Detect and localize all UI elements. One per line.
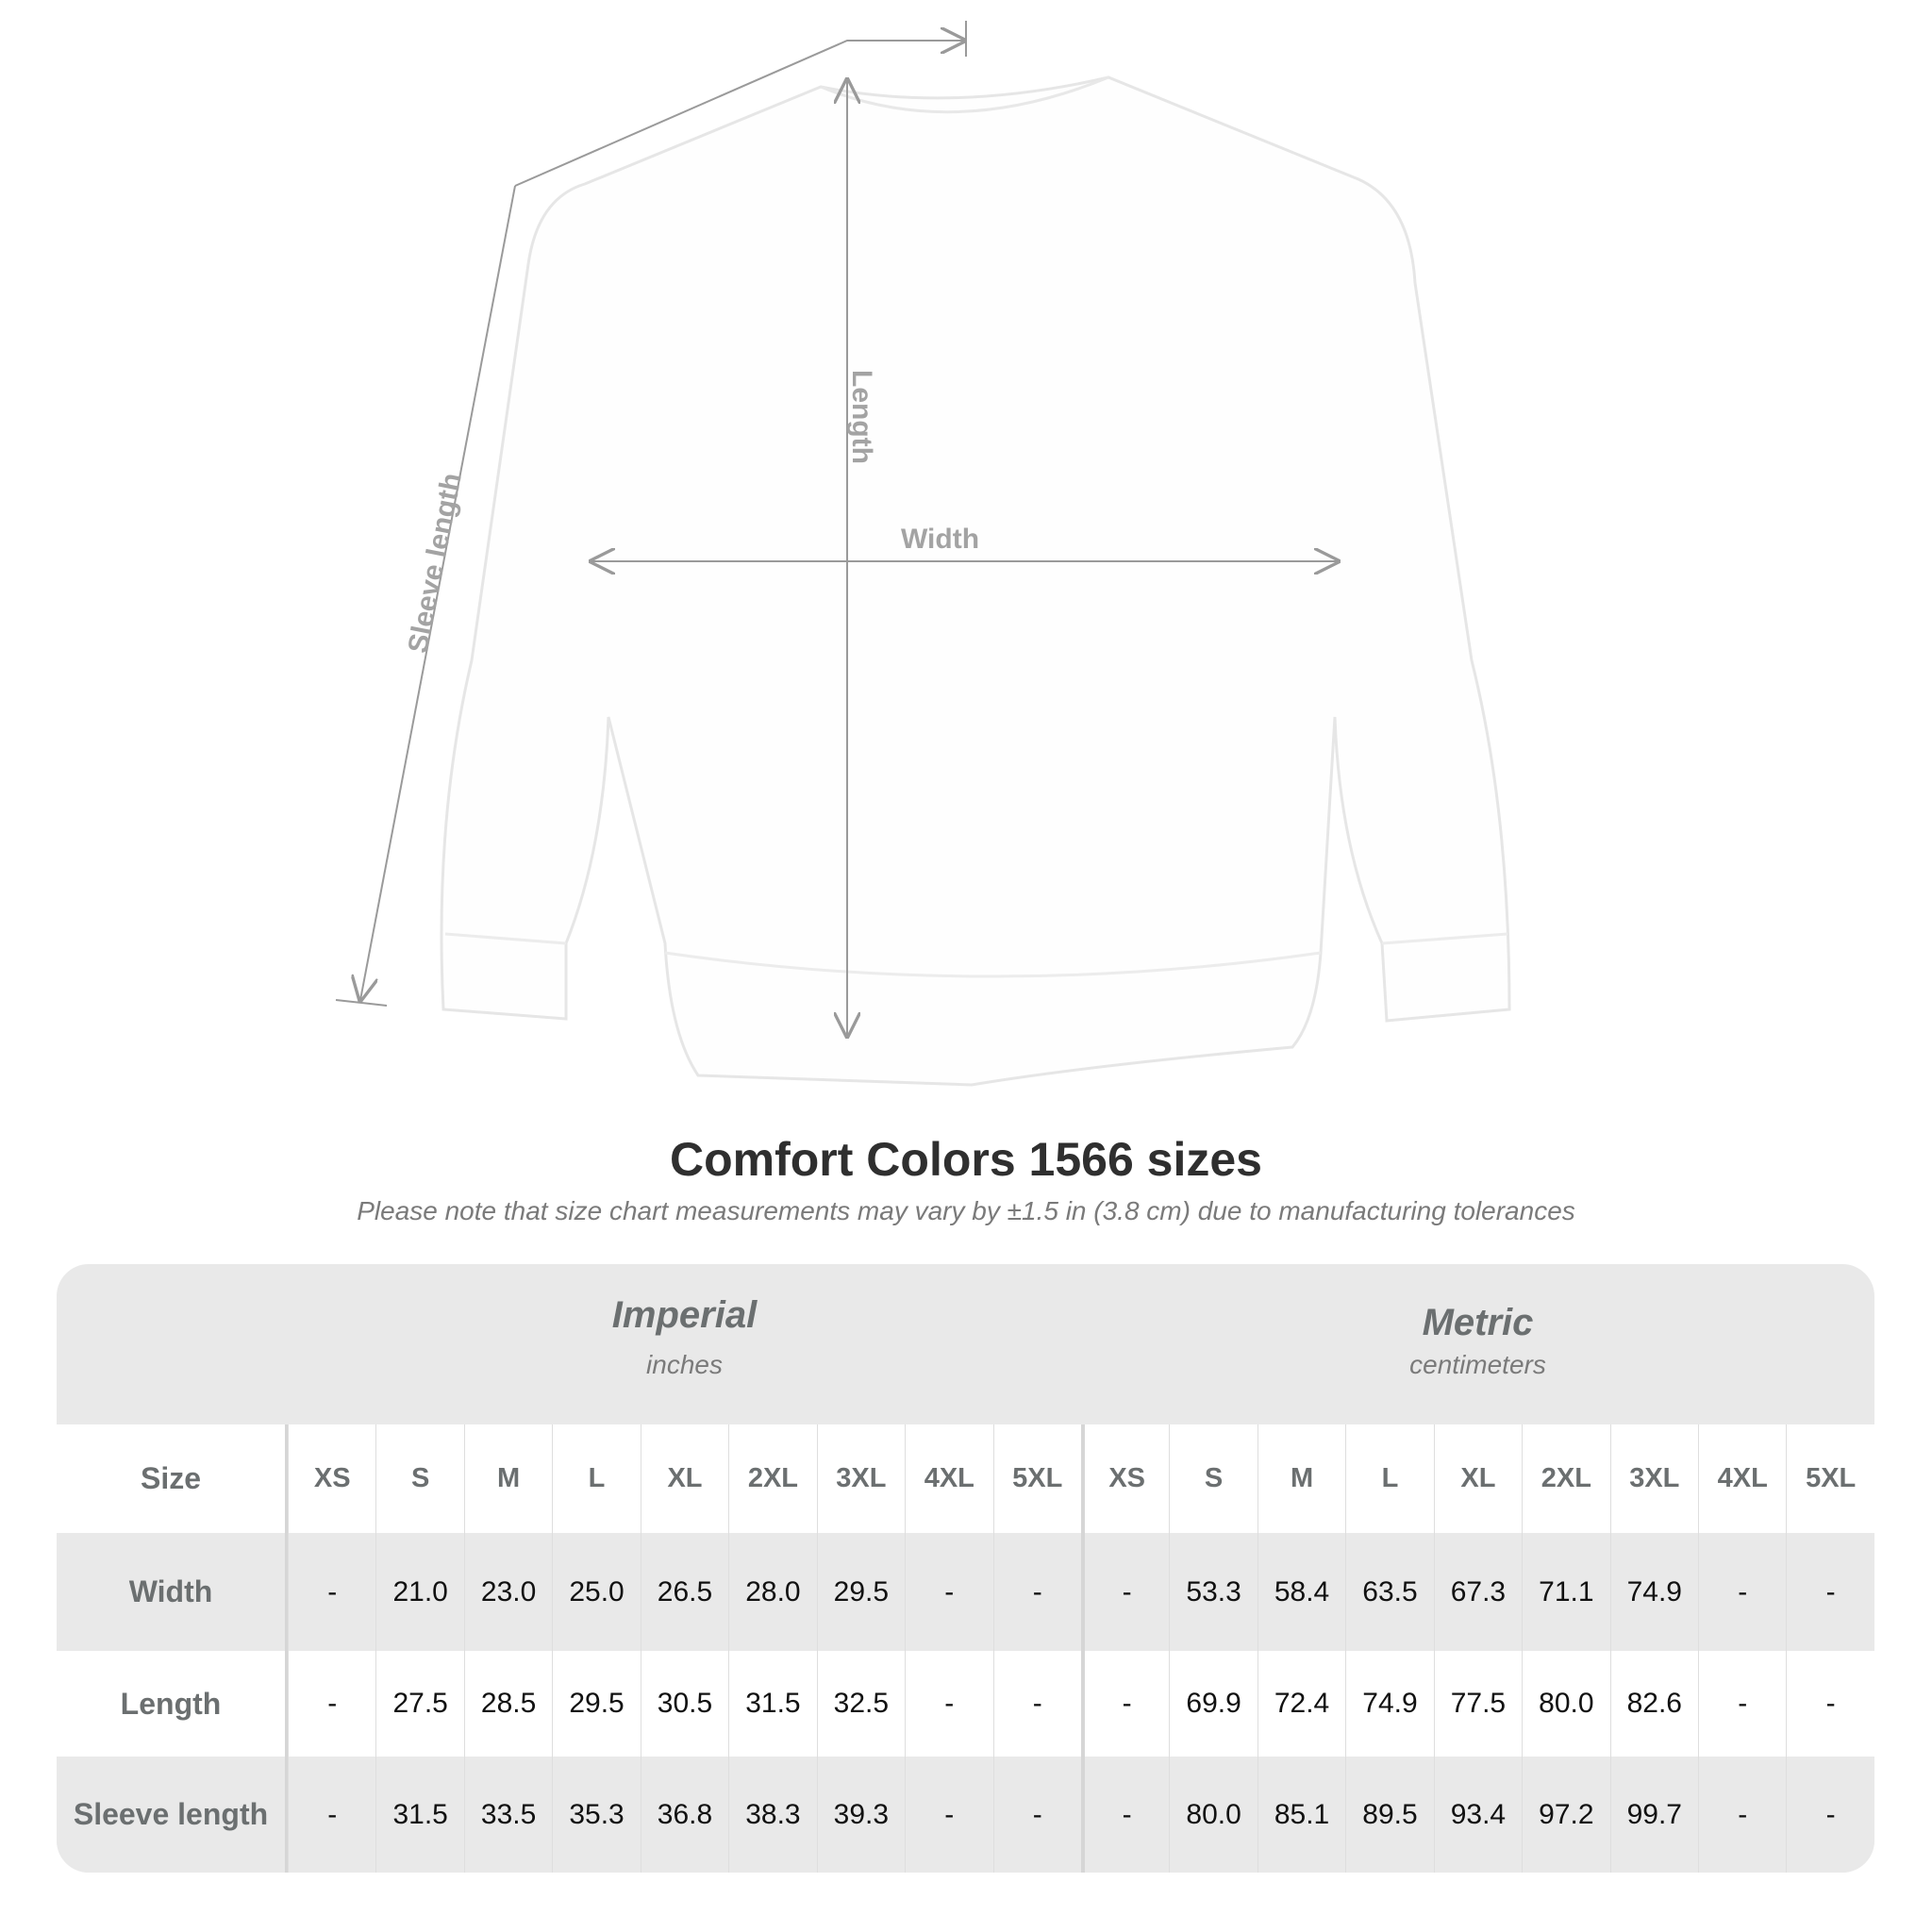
imperial-size-s: S	[375, 1424, 463, 1533]
metric-value-cell: 63.5	[1345, 1533, 1433, 1651]
imperial-value-cell: 29.5	[816, 1533, 905, 1651]
table-row-width: Width -21.0 23.0 25.0 26.5 28.0 29.5- - -53.3 58.…	[57, 1533, 1874, 1651]
imperial-title: Imperial	[611, 1294, 758, 1336]
row-label: Width	[57, 1533, 288, 1651]
imperial-value-cell: 35.3	[552, 1757, 640, 1873]
imperial-value-cell: 33.5	[463, 1757, 552, 1873]
imperial-value-cell: -	[992, 1533, 1081, 1651]
metric-value-cell: 69.9	[1169, 1651, 1257, 1757]
metric-value-cell: 58.4	[1257, 1533, 1345, 1651]
row-label: Sleeve length	[57, 1757, 288, 1873]
imperial-value-cell: -	[288, 1651, 375, 1757]
imperial-unit: inches	[646, 1350, 723, 1379]
imperial-value-cell: -	[992, 1651, 1081, 1757]
metric-size-m: M	[1257, 1424, 1345, 1533]
imperial-size-4xl: 4XL	[905, 1424, 992, 1533]
metric-size-xl: XL	[1433, 1424, 1522, 1533]
table-row-sleeve-length: Sleeve length -31.5 33.5 35.3 36.8 38.3 39.3- -…	[57, 1757, 1874, 1873]
imperial-value-cell: -	[992, 1757, 1081, 1873]
metric-value-cell: -	[1698, 1533, 1786, 1651]
imperial-value-cell: -	[905, 1757, 992, 1873]
metric-value-cell: 80.0	[1169, 1757, 1257, 1873]
metric-value-cell: 67.3	[1433, 1533, 1522, 1651]
imperial-value-cell: 23.0	[463, 1533, 552, 1651]
imperial-size-xl: XL	[640, 1424, 728, 1533]
metric-value-cell: 53.3	[1169, 1533, 1257, 1651]
metric-size-xs: XS	[1080, 1424, 1169, 1533]
metric-value-cell: -	[1786, 1757, 1874, 1873]
metric-value-cell: 89.5	[1345, 1757, 1433, 1873]
imperial-value-cell: -	[905, 1533, 992, 1651]
imperial-size-l: L	[552, 1424, 640, 1533]
page-title: Comfort Colors 1566 sizes	[670, 1133, 1262, 1186]
imperial-value-cell: -	[288, 1757, 375, 1873]
imperial-value-cell: 36.8	[640, 1757, 728, 1873]
imperial-size-2xl: 2XL	[728, 1424, 816, 1533]
imperial-value-cell: 25.0	[552, 1533, 640, 1651]
metric-title: Metric	[1422, 1302, 1534, 1343]
metric-value-cell: 97.2	[1522, 1757, 1609, 1873]
metric-value-cell: -	[1786, 1651, 1874, 1757]
metric-unit: centimeters	[1409, 1350, 1546, 1379]
metric-value-cell: -	[1080, 1533, 1169, 1651]
sweatshirt-diagram	[335, 21, 1511, 1087]
imperial-size-xs: XS	[288, 1424, 375, 1533]
metric-value-cell: -	[1080, 1757, 1169, 1873]
imperial-size-3xl: 3XL	[816, 1424, 905, 1533]
metric-value-cell: 99.7	[1609, 1757, 1698, 1873]
metric-value-cell: 74.9	[1609, 1533, 1698, 1651]
metric-value-cell: 77.5	[1433, 1651, 1522, 1757]
metric-value-cell: 71.1	[1522, 1533, 1609, 1651]
metric-size-3xl: 3XL	[1609, 1424, 1698, 1533]
imperial-value-cell: 28.5	[463, 1651, 552, 1757]
metric-header: Metric centimeters	[1081, 1264, 1874, 1424]
metric-size-s: S	[1169, 1424, 1257, 1533]
imperial-value-cell: -	[288, 1533, 375, 1651]
sleeve-guide-line	[514, 41, 964, 187]
width-label: Width	[901, 524, 980, 555]
metric-value-cell: -	[1786, 1533, 1874, 1651]
metric-value-cell: 85.1	[1257, 1757, 1345, 1873]
metric-value-cell: -	[1698, 1757, 1786, 1873]
imperial-value-cell: 39.3	[816, 1757, 905, 1873]
imperial-value-cell: -	[905, 1651, 992, 1757]
imperial-value-cell: 21.0	[375, 1533, 463, 1651]
imperial-header: Imperial inches	[288, 1264, 1081, 1424]
metric-value-cell: 74.9	[1345, 1651, 1433, 1757]
imperial-value-cell: 29.5	[552, 1651, 640, 1757]
metric-size-2xl: 2XL	[1522, 1424, 1609, 1533]
metric-value-cell: 93.4	[1433, 1757, 1522, 1873]
metric-value-cell: -	[1698, 1651, 1786, 1757]
metric-value-cell: 80.0	[1522, 1651, 1609, 1757]
metric-size-5xl: 5XL	[1786, 1424, 1874, 1533]
imperial-value-cell: 32.5	[816, 1651, 905, 1757]
tolerance-note: Please note that size chart measurements…	[357, 1196, 1575, 1225]
metric-value-cell: 82.6	[1609, 1651, 1698, 1757]
sweatshirt-illustration	[440, 75, 1511, 1087]
imperial-value-cell: 27.5	[375, 1651, 463, 1757]
length-label: Length	[846, 370, 877, 464]
imperial-value-cell: 38.3	[728, 1757, 816, 1873]
sleeve-arrow	[360, 185, 516, 1000]
size-header-row: Size XS S M L XL 2XL 3XL 4XL 5XL XS S M L XL 2XL 3XL 4XL 5…	[57, 1424, 1874, 1533]
row-label: Length	[57, 1651, 288, 1757]
metric-value-cell: 72.4	[1257, 1651, 1345, 1757]
imperial-value-cell: 28.0	[728, 1533, 816, 1651]
size-table: Imperial inches Metric centimeters Size X…	[57, 1264, 1874, 1873]
imperial-value-cell: 31.5	[728, 1651, 816, 1757]
metric-size-l: L	[1345, 1424, 1433, 1533]
metric-size-4xl: 4XL	[1698, 1424, 1786, 1533]
table-row-length: Length -27.5 28.5 29.5 30.5 31.5 32.5- - -69.9 72…	[57, 1651, 1874, 1757]
imperial-size-5xl: 5XL	[992, 1424, 1081, 1533]
imperial-size-m: M	[463, 1424, 552, 1533]
metric-value-cell: -	[1080, 1651, 1169, 1757]
imperial-value-cell: 26.5	[640, 1533, 728, 1651]
size-header-label: Size	[57, 1424, 288, 1533]
imperial-value-cell: 31.5	[375, 1757, 463, 1873]
imperial-value-cell: 30.5	[640, 1651, 728, 1757]
